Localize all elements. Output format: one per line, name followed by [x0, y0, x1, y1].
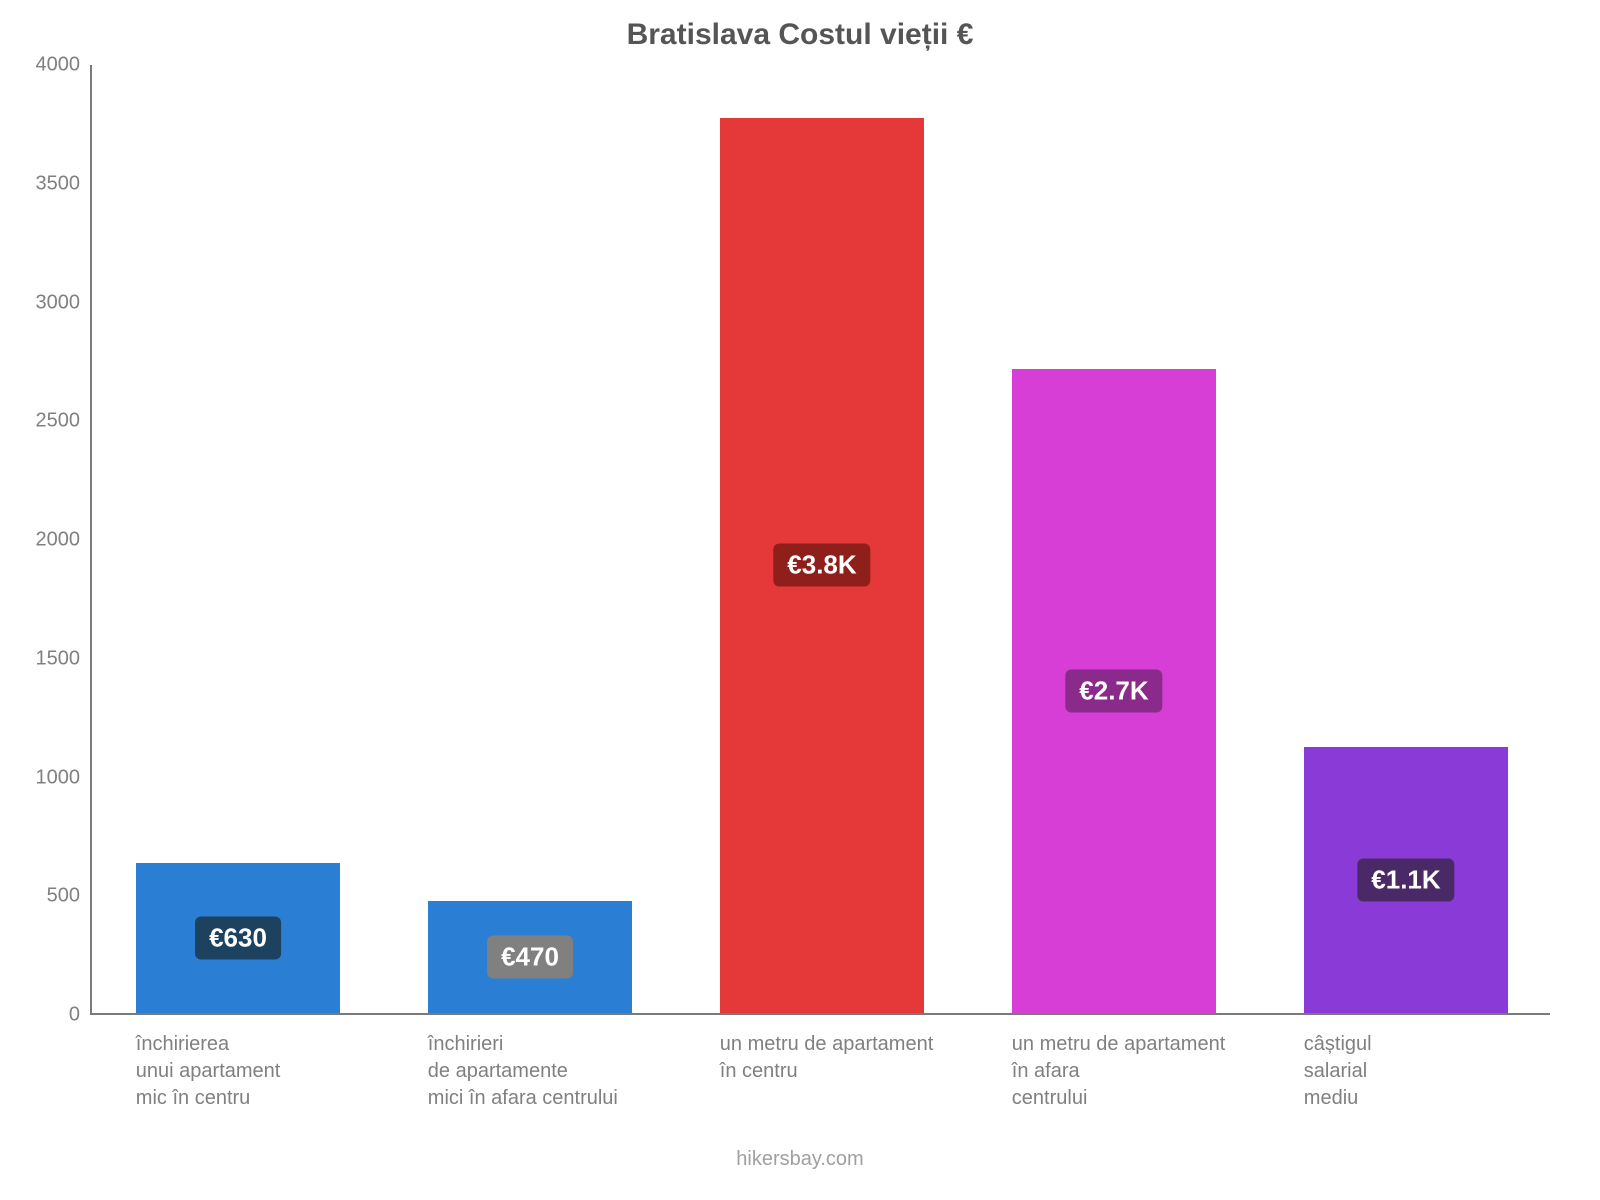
y-tick-label: 3500: [36, 172, 81, 195]
y-tick-label: 2000: [36, 529, 81, 552]
x-tick-label: un metru de apartamentîn afaracentrului: [1012, 1031, 1304, 1112]
bar-value-badge: €470: [487, 936, 573, 979]
cost-of-living-chart: Bratislava Costul vieții € 0500100015002…: [0, 0, 1600, 1200]
y-tick-label: 2500: [36, 410, 81, 433]
y-tick-label: 1500: [36, 647, 81, 670]
bar: €2.7K: [1012, 369, 1216, 1013]
y-tick-label: 0: [69, 1004, 80, 1027]
y-tick-label: 1000: [36, 766, 81, 789]
x-tick-label: câștigulsalarialmediu: [1304, 1031, 1596, 1112]
x-tick-label: un metru de apartamentîn centru: [720, 1031, 1012, 1085]
y-tick-label: 3000: [36, 291, 81, 314]
plot-area: 05001000150020002500300035004000€630înch…: [90, 65, 1550, 1015]
bar-value-badge: €2.7K: [1065, 670, 1162, 713]
bar-value-badge: €3.8K: [773, 544, 870, 587]
bar: €3.8K: [720, 118, 924, 1013]
y-tick-label: 500: [47, 885, 80, 908]
bar: €630: [136, 863, 340, 1013]
x-tick-label: închirieride apartamentemici în afara ce…: [428, 1031, 720, 1112]
bar-value-badge: €630: [195, 917, 281, 960]
y-tick-label: 4000: [36, 54, 81, 77]
chart-footer: hikersbay.com: [0, 1148, 1600, 1171]
chart-title: Bratislava Costul vieții €: [0, 18, 1600, 52]
bar: €1.1K: [1304, 747, 1508, 1013]
bar: €470: [428, 901, 632, 1013]
bar-value-badge: €1.1K: [1357, 859, 1454, 902]
x-tick-label: închiriereaunui apartamentmic în centru: [136, 1031, 428, 1112]
